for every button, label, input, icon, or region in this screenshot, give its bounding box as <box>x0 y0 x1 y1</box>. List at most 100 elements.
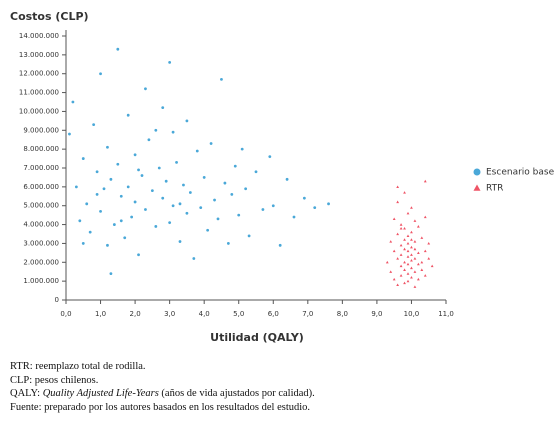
point <box>175 160 178 164</box>
point <box>254 170 258 174</box>
point <box>171 204 175 208</box>
point <box>71 100 75 104</box>
point <box>244 187 248 191</box>
point <box>416 262 420 266</box>
point <box>216 217 220 221</box>
point <box>292 215 296 219</box>
x-tick-label: 3,0 <box>164 310 175 318</box>
point <box>116 162 120 166</box>
point <box>399 274 403 277</box>
point <box>427 257 431 260</box>
point <box>123 236 127 240</box>
point <box>140 174 144 177</box>
point <box>150 189 154 193</box>
point <box>410 266 413 270</box>
point <box>302 196 306 200</box>
point <box>413 219 417 222</box>
notes: RTR: reemplazo total de rodilla. CLP: pes… <box>10 360 315 414</box>
point <box>389 240 393 243</box>
point <box>192 257 196 260</box>
point <box>137 168 140 172</box>
point <box>389 270 393 273</box>
point <box>157 166 161 170</box>
point <box>154 225 158 228</box>
point <box>413 257 417 260</box>
point <box>285 177 289 181</box>
point <box>206 228 210 232</box>
point <box>268 155 272 159</box>
point <box>195 149 199 153</box>
point <box>199 206 203 210</box>
point <box>99 72 102 76</box>
y-tick-label: 11.000.000 <box>19 89 59 97</box>
y-tick-label: 8.000.000 <box>23 145 59 153</box>
point <box>410 259 413 262</box>
point <box>403 226 406 230</box>
point <box>406 211 410 215</box>
point <box>416 251 420 254</box>
point <box>247 234 251 238</box>
point <box>185 119 189 123</box>
point <box>88 230 92 234</box>
point <box>119 219 123 223</box>
point <box>188 191 192 194</box>
point <box>271 204 275 208</box>
point <box>182 183 185 187</box>
y-tick-label: 12.000.000 <box>19 70 59 78</box>
point <box>109 272 113 275</box>
point <box>119 194 123 198</box>
point <box>161 196 165 200</box>
point <box>392 277 396 281</box>
point <box>240 147 244 151</box>
point <box>427 242 431 245</box>
point <box>423 215 427 219</box>
point <box>406 279 410 283</box>
point <box>178 240 182 243</box>
point <box>403 268 406 271</box>
point <box>406 262 410 266</box>
point <box>261 208 265 211</box>
point <box>423 179 427 183</box>
x-tick-label: 1,0 <box>95 310 106 318</box>
point <box>413 240 417 243</box>
note-text: Quality Adjusted Life-Years <box>42 388 159 399</box>
chart-title: Costos (CLP) <box>10 10 89 23</box>
point <box>230 193 234 196</box>
legend-label: RTR <box>486 184 503 194</box>
point <box>226 242 230 245</box>
point <box>403 247 406 251</box>
point <box>168 61 172 64</box>
point <box>220 77 223 81</box>
point <box>81 157 85 160</box>
x-tick-label: 2,0 <box>130 310 141 318</box>
point <box>74 185 78 189</box>
point <box>410 238 413 241</box>
point <box>85 202 89 206</box>
point <box>154 128 158 132</box>
point <box>406 249 410 253</box>
point <box>130 215 134 219</box>
point <box>420 268 424 271</box>
legend-marker <box>473 168 481 176</box>
legend-label: Escenario base <box>486 168 555 178</box>
point <box>410 245 413 249</box>
y-tick-label: 1.000.000 <box>23 277 59 285</box>
point <box>399 223 403 226</box>
point <box>406 255 410 258</box>
y-tick-label: 7.000.000 <box>23 164 59 172</box>
point <box>410 230 413 234</box>
point <box>396 232 400 236</box>
y-tick-label: 4.000.000 <box>23 221 59 229</box>
point <box>202 176 206 179</box>
point <box>95 170 99 174</box>
point <box>178 202 182 206</box>
y-tick-label: 0 <box>55 296 59 304</box>
point <box>413 270 417 273</box>
x-tick-label: 5,0 <box>233 310 244 318</box>
point <box>209 142 213 145</box>
point <box>133 153 137 157</box>
point <box>168 221 172 225</box>
point <box>416 225 420 228</box>
point <box>392 249 396 253</box>
point <box>399 253 403 256</box>
